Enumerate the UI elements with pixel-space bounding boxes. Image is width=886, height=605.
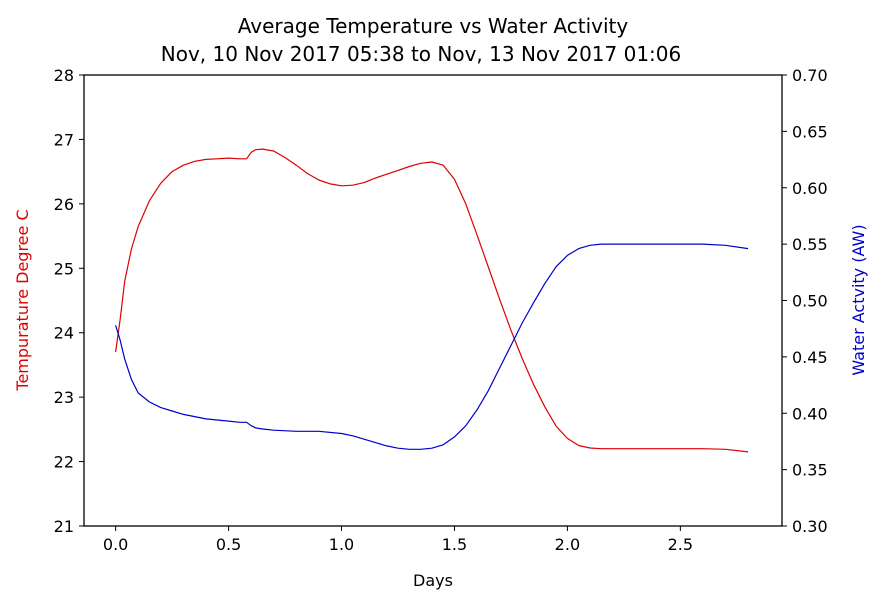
y-right-axis-label: Water Actvity (AW): [849, 224, 868, 375]
x-tick-label: 1.5: [442, 535, 467, 554]
y-left-tick-label: 25: [54, 259, 74, 278]
y-left-tick-label: 23: [54, 388, 74, 407]
x-tick-label: 0.5: [216, 535, 241, 554]
y-right-tick-label: 0.30: [792, 517, 828, 536]
x-axis-ticks: 0.0 0.5 1.0 1.5 2.0 2.5: [103, 526, 693, 554]
x-tick-label: 2.5: [668, 535, 693, 554]
y-left-tick-label: 27: [54, 130, 74, 149]
y-right-tick-label: 0.40: [792, 404, 828, 423]
y-left-tick-label: 22: [54, 453, 74, 472]
y-left-tick-label: 26: [54, 195, 74, 214]
y-right-tick-label: 0.65: [792, 122, 828, 141]
x-axis-label: Days: [413, 571, 453, 590]
plot-frame: [83, 74, 783, 527]
chart-subtitle: Nov, 10 Nov 2017 05:38 to Nov, 13 Nov 20…: [161, 42, 681, 66]
temperature-series-line: [115, 148, 749, 453]
y-right-tick-label: 0.50: [792, 292, 828, 311]
x-tick-label: 0.0: [103, 535, 128, 554]
y-right-axis-ticks: 0.30 0.35 0.40 0.45 0.50 0.55 0.60 0.65 0.70: [782, 66, 828, 536]
water-activity-series-line: [115, 243, 749, 450]
y-right-tick-label: 0.35: [792, 461, 828, 480]
y-left-tick-label: 24: [54, 324, 74, 343]
y-left-tick-label: 28: [54, 66, 74, 85]
y-right-tick-label: 0.55: [792, 235, 828, 254]
y-left-axis-label: Tempurature Degree C: [13, 209, 32, 391]
x-tick-label: 2.0: [555, 535, 580, 554]
chart-title: Average Temperature vs Water Activity: [238, 14, 629, 38]
y-left-tick-label: 21: [54, 517, 74, 536]
y-right-tick-label: 0.45: [792, 348, 828, 367]
y-right-tick-label: 0.70: [792, 66, 828, 85]
y-right-tick-label: 0.60: [792, 179, 828, 198]
x-tick-label: 1.0: [329, 535, 354, 554]
plot-lines: [115, 148, 749, 453]
y-left-axis-ticks: 21 22 23 24 25 26 27 28: [54, 66, 84, 536]
